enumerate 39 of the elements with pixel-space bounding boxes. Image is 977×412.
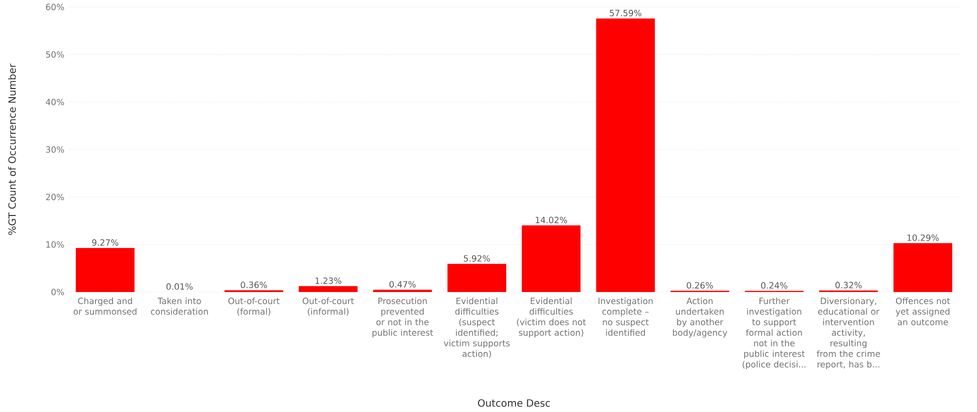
data-label: 10.29% (907, 234, 939, 241)
y-tick-label: 0% (51, 288, 64, 296)
x-tick-label: Prosecution prevented or not in the public interest (372, 298, 434, 338)
data-label: 14.02% (536, 216, 568, 224)
x-tick-label: Action undertaken by another body/agency (672, 298, 728, 338)
x-tick-label: Offences not yet assigned an outcome (896, 298, 950, 326)
x-tick-label: Diversionary, educational or intervention activity, resulting from the crime report, has b... (816, 298, 880, 370)
data-label: 9.27% (92, 239, 118, 246)
data-label: 0.32% (835, 282, 862, 288)
bar (522, 225, 581, 292)
bar (76, 248, 135, 292)
y-tick-label: 30% (46, 146, 64, 153)
x-tick-label: Charged and or summonsed (74, 298, 136, 315)
x-tick-label: Out-of-court (formal) (228, 298, 280, 316)
data-label: 57.59% (610, 10, 642, 16)
data-label: 0.47% (389, 281, 416, 288)
bar (447, 264, 506, 292)
x-tick-label: Evidential difficulties (suspect identified; victim supports action) (444, 298, 510, 358)
bar (298, 286, 358, 292)
data-label: 0.01% (166, 283, 193, 290)
x-axis-title: Outcome Desc (478, 399, 550, 407)
y-tick-label: 20% (46, 194, 64, 200)
x-tick-label: Evidential difficulties (victim does not support action) (517, 298, 586, 338)
data-label: 5.92% (464, 255, 490, 262)
x-tick-label: Further investigation to support formal action not in the public interest (police decisi... (742, 298, 806, 370)
y-tick-label: 40% (46, 98, 64, 106)
y-tick-label: 50% (46, 51, 64, 58)
data-label: 0.24% (761, 282, 788, 289)
data-label: 0.36% (240, 282, 267, 288)
bar (893, 243, 952, 292)
data-label: 0.26% (686, 282, 713, 289)
data-label: 1.23% (315, 277, 342, 284)
x-tick-label: Taken into consideration (150, 298, 208, 315)
x-tick-label: Out-of-court (informal) (302, 298, 354, 316)
y-axis-title: %GT Count of Occurrence Number (8, 64, 16, 235)
y-tick-label: 60% (46, 4, 64, 10)
bar (596, 18, 655, 292)
x-tick-label: Investigation complete – no suspect identified (598, 298, 653, 336)
y-tick-label: 10% (46, 241, 64, 248)
